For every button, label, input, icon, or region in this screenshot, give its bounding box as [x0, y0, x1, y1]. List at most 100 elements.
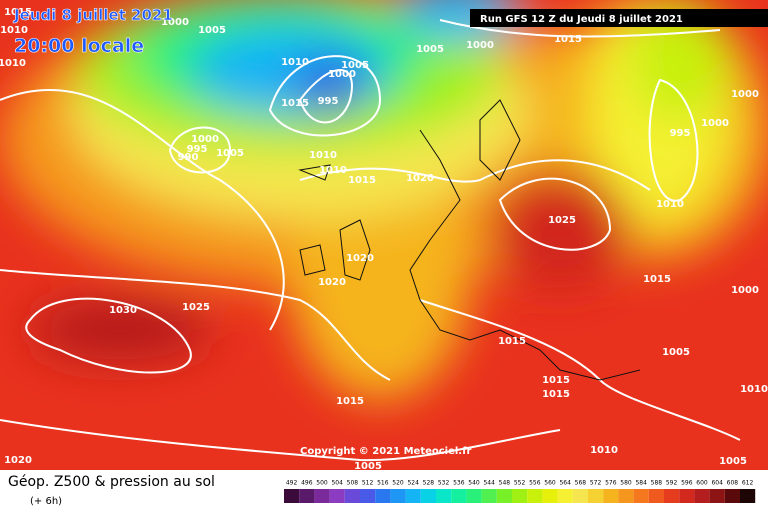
scale-label: 592 — [666, 480, 678, 487]
color-scale: 492 496 500 504 508 512 516 520 524 528 532 536 540 5… — [284, 480, 756, 503]
scale-label: 544 — [483, 480, 495, 487]
scale-label: 556 — [529, 480, 541, 487]
isobar-label: 1015 — [643, 274, 671, 285]
isobar-label: 1000 — [328, 69, 356, 80]
scale-swatch — [466, 489, 482, 503]
scale-label: 568 — [575, 480, 587, 487]
scale-label: 612 — [742, 480, 754, 487]
scale-swatch — [648, 489, 664, 503]
isobar-label: 1025 — [548, 215, 576, 226]
scale-label: 548 — [499, 480, 511, 487]
scale-label: 576 — [605, 480, 617, 487]
scale-swatch — [679, 489, 695, 503]
legend-title: Géop. Z500 & pression au sol — [8, 474, 215, 490]
scale-label: 564 — [559, 480, 571, 487]
isobar-label: 1020 — [318, 277, 346, 288]
scale-swatch — [451, 489, 467, 503]
scale-swatch — [496, 489, 512, 503]
scale-swatch — [527, 489, 543, 503]
scale-swatch — [405, 489, 421, 503]
scale-swatch — [618, 489, 634, 503]
scale-label: 496 — [301, 480, 313, 487]
scale-swatch — [694, 489, 710, 503]
scale-swatch — [360, 489, 376, 503]
isobar-label: 1005 — [662, 347, 690, 358]
scale-swatch — [724, 489, 740, 503]
scale-swatch — [603, 489, 619, 503]
isobar-label: 1010 — [319, 165, 347, 176]
scale-label: 492 — [286, 480, 298, 487]
scale-label: 532 — [438, 480, 450, 487]
scale-swatch — [299, 489, 315, 503]
scale-swatch — [284, 489, 300, 503]
scale-swatch — [572, 489, 588, 503]
isobar-label: 1000 — [161, 17, 189, 28]
isobar-label: 1015 — [348, 175, 376, 186]
forecast-lead: (+ 6h) — [30, 496, 62, 507]
isobar-label: 1015 — [4, 7, 32, 18]
scale-label: 560 — [544, 480, 556, 487]
isobar-label: 1000 — [466, 40, 494, 51]
isobar-label: 995 — [670, 128, 691, 139]
isobar-label: 1015 — [498, 336, 526, 347]
date: Jeudi 8 juillet 2021 — [13, 6, 173, 24]
scale-swatch — [344, 489, 360, 503]
scale-label: 500 — [316, 480, 328, 487]
scale-swatch — [481, 489, 497, 503]
run-banner — [470, 9, 768, 27]
isobar-label: 1020 — [346, 253, 374, 264]
isobar-label: 1005 — [719, 456, 747, 467]
scale-label: 512 — [362, 480, 374, 487]
isobar-label: 1010 — [590, 445, 618, 456]
isobar-label: 990 — [178, 152, 199, 163]
isobar-label: 1005 — [198, 25, 226, 36]
scale-label: 540 — [468, 480, 480, 487]
isobar-label: 995 — [187, 144, 208, 155]
copyright: Copyright © 2021 Meteociel.fr — [300, 446, 471, 457]
scale-swatch — [436, 489, 452, 503]
isobar-label: 1015 — [542, 375, 570, 386]
scale-swatch — [420, 489, 436, 503]
isobar-label: 1020 — [4, 455, 32, 466]
run-info: Run GFS 12 Z du Jeudi 8 juillet 2021 — [480, 14, 683, 25]
scale-swatch — [709, 489, 725, 503]
scale-label: 516 — [377, 480, 389, 487]
isobar-label: 1010 — [0, 25, 28, 36]
scale-swatch — [390, 489, 406, 503]
isobar-label: 1015 — [281, 98, 309, 109]
scale-swatch — [542, 489, 558, 503]
scale-swatch — [740, 489, 756, 503]
isobar-label: 1000 — [701, 118, 729, 129]
scale-label: 580 — [620, 480, 632, 487]
isobar-label: 1010 — [0, 58, 26, 69]
scale-swatch — [633, 489, 649, 503]
isobar-label: 1030 — [109, 305, 137, 316]
scale-label: 596 — [681, 480, 693, 487]
isobar-label: 1010 — [656, 199, 684, 210]
isobar-label: 1015 — [554, 34, 582, 45]
scale-swatch — [329, 489, 345, 503]
scale-label: 604 — [711, 480, 723, 487]
scale-label: 552 — [514, 480, 526, 487]
isobar-label: 1015 — [542, 389, 570, 400]
isobar-label: 1010 — [281, 57, 309, 68]
scale-label: 520 — [392, 480, 404, 487]
scale-label: 572 — [590, 480, 602, 487]
isobar-label: 1005 — [416, 44, 444, 55]
isobar-label: 1020 — [406, 173, 434, 184]
scale-swatch — [664, 489, 680, 503]
scale-swatch — [314, 489, 330, 503]
scale-swatch — [375, 489, 391, 503]
scale-label: 528 — [423, 480, 435, 487]
scale-label: 536 — [453, 480, 465, 487]
scale-label: 524 — [407, 480, 419, 487]
scale-label: 600 — [696, 480, 708, 487]
scale-swatch — [557, 489, 573, 503]
isobar-label: 1005 — [354, 461, 382, 472]
isobar-label: 1000 — [731, 285, 759, 296]
scale-label: 588 — [651, 480, 663, 487]
isobar-label: 1000 — [191, 134, 219, 145]
